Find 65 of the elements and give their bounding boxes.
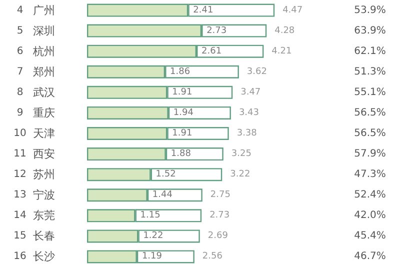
text: 55.1% <box>354 86 386 98</box>
total-label: 3.43 <box>238 108 259 118</box>
y-tick-label: 苏州 <box>33 168 55 182</box>
text: 10 <box>14 128 26 139</box>
data-label: 1.52 <box>156 170 176 180</box>
y-tick-label: 西安 <box>33 148 55 161</box>
total-label: 3.22 <box>230 170 250 180</box>
data-label: 2.73 <box>206 26 227 36</box>
data-label: 2.41 <box>193 5 214 16</box>
text: 13 <box>14 190 26 201</box>
y-tick-label: 长沙 <box>33 250 55 264</box>
data-label: 1.88 <box>170 149 192 160</box>
y-tick-label: 广州 <box>33 4 55 17</box>
total-label: 3.38 <box>236 128 258 138</box>
text: 16 <box>14 251 26 262</box>
y-tick-label: 重庆 <box>33 106 55 120</box>
y-tick-label: 郑州 <box>33 65 55 78</box>
y-tick-label: 杭州 <box>32 44 55 58</box>
text: 4 <box>16 4 24 16</box>
y-tick-label: 天津 <box>33 127 55 140</box>
y-tick-label: 武汉 <box>33 86 55 99</box>
data-label: 1.15 <box>140 210 160 221</box>
total-label: 3.47 <box>240 87 261 98</box>
text: 9 <box>16 107 24 118</box>
data-label: 1.22 <box>143 231 164 242</box>
y-tick-label: 宁波 <box>33 188 55 202</box>
data-label: 1.91 <box>172 128 192 138</box>
y-tick-label: 长春 <box>33 230 55 243</box>
text: 52.4% <box>354 190 386 201</box>
total-label: 3.25 <box>231 149 252 160</box>
total-label: 2.56 <box>202 252 223 262</box>
total-label: 4.47 <box>282 5 303 16</box>
text: 14 <box>14 210 26 222</box>
y-tick-label: 东莞 <box>33 209 55 222</box>
total-label: 2.69 <box>208 231 228 242</box>
text: 11 <box>14 148 26 160</box>
total-label: 3.62 <box>246 66 267 77</box>
y-tick-label: 深圳 <box>33 24 55 38</box>
data-label: 1.91 <box>172 87 192 98</box>
total-label: 4.21 <box>272 46 292 56</box>
text: 51.3% <box>354 66 386 78</box>
data-label: 1.94 <box>173 108 194 118</box>
text: 15 <box>14 230 26 242</box>
total-label: 4.28 <box>274 26 295 36</box>
text: 7 <box>16 66 24 78</box>
text: 5 <box>16 25 24 36</box>
text: 47.3% <box>354 169 386 180</box>
text: 12 <box>14 169 26 180</box>
data-label: 1.86 <box>170 66 190 77</box>
total-label: 2.75 <box>210 190 230 200</box>
text: 53.9% <box>354 4 386 16</box>
data-label: 1.44 <box>152 190 173 200</box>
text: 57.9% <box>354 148 386 160</box>
text: 46.7% <box>354 251 386 262</box>
text: 8 <box>16 86 24 98</box>
text: 62.1% <box>354 46 386 57</box>
text: 56.5% <box>354 128 386 139</box>
text: 42.0% <box>354 210 386 222</box>
text: 6 <box>16 46 24 57</box>
text: 63.9% <box>354 25 386 36</box>
text: 56.5% <box>354 107 386 118</box>
data-label: 2.61 <box>202 46 222 56</box>
total-label: 2.73 <box>210 210 230 221</box>
text: 45.4% <box>354 230 386 242</box>
data-label: 1.19 <box>142 252 162 262</box>
